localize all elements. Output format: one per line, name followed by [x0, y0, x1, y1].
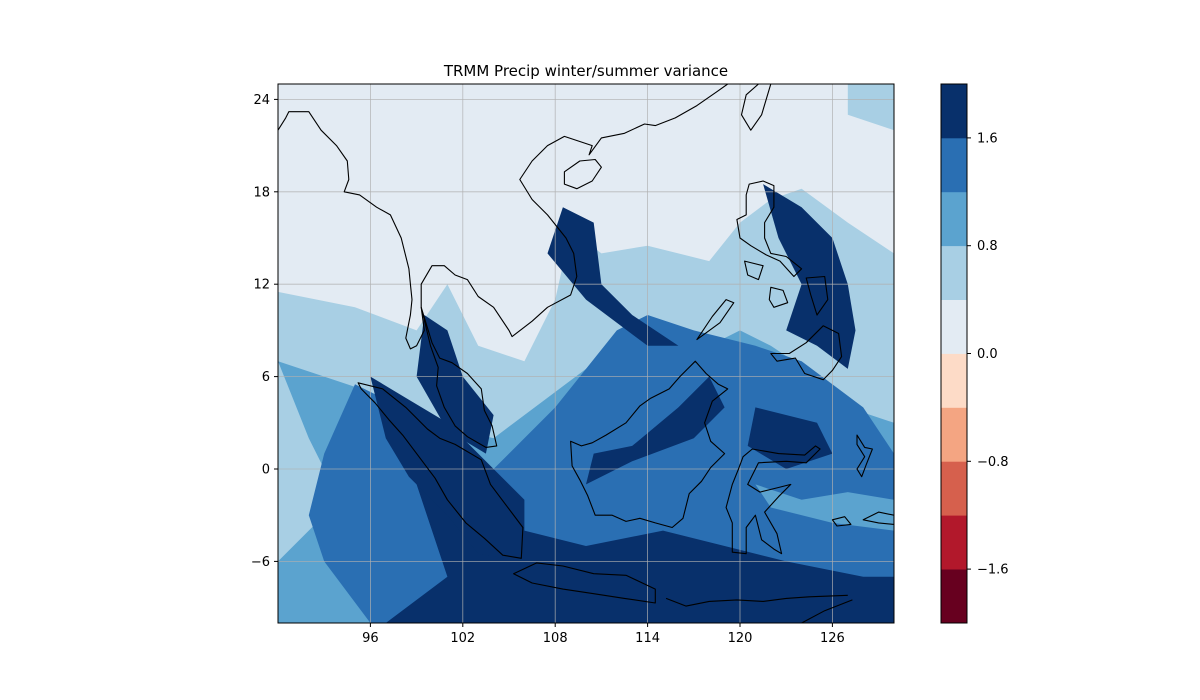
- coast-malay-peninsula: [420, 307, 498, 448]
- colorbar-segment: [941, 515, 967, 570]
- y-tick-label: 24: [253, 93, 270, 108]
- field-region-peak-scs: [547, 207, 679, 346]
- field-region-peak-celebes: [747, 407, 833, 469]
- y-tick-label: 12: [253, 278, 270, 293]
- colorbar-segment: [941, 245, 967, 300]
- coast-java: [513, 562, 656, 604]
- x-tick-label: 114: [635, 631, 660, 646]
- coast-panay: [768, 286, 789, 308]
- y-tick-label: 18: [253, 185, 270, 200]
- x-tick-label: 120: [728, 631, 753, 646]
- colorbar-segment: [941, 299, 967, 354]
- field-region-moderate-south: [755, 484, 894, 531]
- colorbar-tick-label: 0.8: [977, 239, 998, 254]
- x-tick-label: 108: [543, 631, 568, 646]
- colorbar-segment: [941, 461, 967, 516]
- coast-luzon: [736, 180, 803, 278]
- x-tick-label: 102: [450, 631, 475, 646]
- colorbar: 1.6 0.8 0.0 −0.8 −1.6: [940, 83, 1009, 624]
- map-panel: [277, 83, 895, 624]
- colorbar-segment: [941, 84, 967, 139]
- colorbar-segment: [941, 569, 967, 624]
- coast-sulawesi: [725, 445, 821, 555]
- coast-mindanao: [770, 325, 843, 381]
- coast-mindoro: [744, 260, 764, 281]
- colorbar-segment: [941, 137, 967, 193]
- field-region-peak-borneo: [586, 376, 725, 485]
- field-region-light-north: [847, 84, 894, 131]
- coast-lesser-sunda: [665, 594, 848, 607]
- x-axis: 96 102 108 114 120 126: [362, 623, 845, 646]
- field-region-peak-south: [385, 484, 894, 623]
- coast-hainan: [563, 158, 602, 190]
- map-title: TRMM Precip winter/summer variance: [443, 62, 728, 80]
- colorbar-tick-label: −0.8: [977, 455, 1009, 470]
- map-gridlines: [278, 84, 894, 623]
- coast-seram: [862, 511, 894, 525]
- y-tick-label: 0: [262, 463, 270, 478]
- coast-borneo: [570, 360, 729, 529]
- coastlines: [278, 84, 894, 623]
- colorbar-segment: [941, 353, 967, 408]
- coast-samar-leyte: [805, 275, 829, 316]
- y-tick-label: −6: [251, 555, 270, 570]
- coast-sumatra: [357, 382, 524, 559]
- x-tick-label: 126: [820, 631, 845, 646]
- x-tick-label: 96: [362, 631, 379, 646]
- coast-halmahera: [856, 434, 873, 478]
- map-frame: [277, 83, 895, 624]
- colorbar-tick-label: −1.6: [977, 563, 1009, 578]
- colorbar-segment: [941, 191, 967, 247]
- colorbar-tick-label: 0.0: [977, 347, 998, 362]
- colorbar-tick-label: 1.6: [977, 131, 998, 146]
- y-axis: 24 18 12 6 0 −6: [251, 93, 278, 570]
- y-tick-label: 6: [262, 370, 270, 385]
- coast-timor: [801, 599, 853, 623]
- coast-taiwan: [740, 84, 772, 131]
- coast-palawan: [696, 299, 735, 341]
- colorbar-segment: [941, 407, 967, 462]
- coast-buru: [831, 516, 852, 527]
- coast-mainland: [278, 84, 729, 350]
